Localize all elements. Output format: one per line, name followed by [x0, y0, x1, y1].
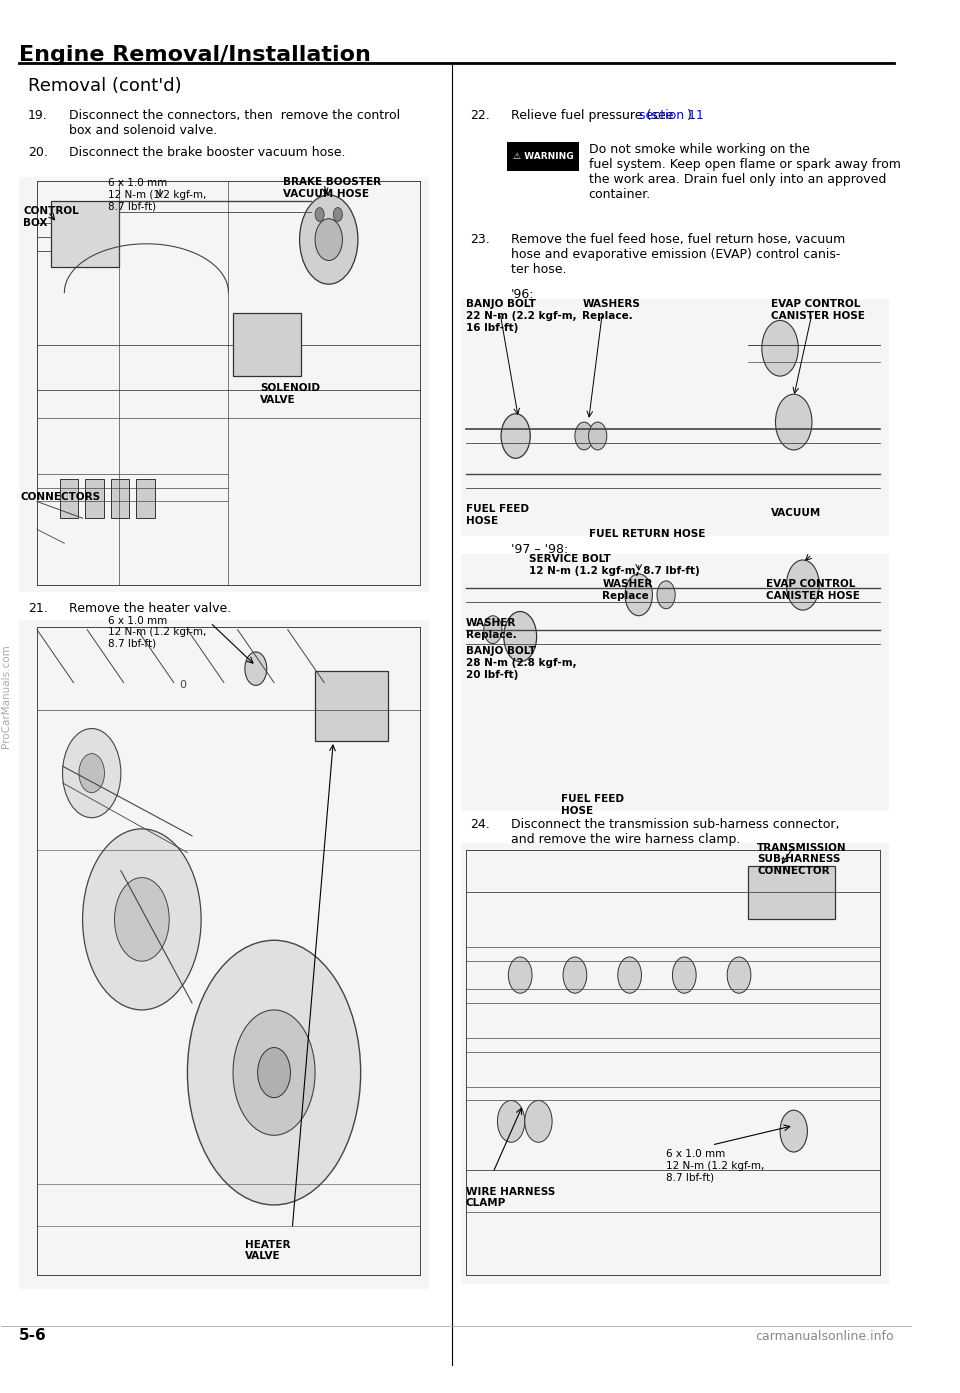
Text: 24.: 24. — [470, 818, 490, 830]
Circle shape — [525, 1100, 552, 1142]
Text: Disconnect the connectors, then  remove the control
box and solenoid valve.: Disconnect the connectors, then remove t… — [69, 109, 400, 137]
Bar — [85, 479, 104, 518]
Text: BRAKE BOOSTER
VACUUM HOSE: BRAKE BOOSTER VACUUM HOSE — [283, 177, 381, 199]
Circle shape — [575, 422, 593, 450]
Text: Do not smoke while working on the
fuel system. Keep open flame or spark away fro: Do not smoke while working on the fuel s… — [588, 143, 900, 202]
Text: 19.: 19. — [28, 109, 48, 121]
Circle shape — [62, 729, 121, 818]
Circle shape — [672, 957, 696, 993]
Text: 23.: 23. — [470, 233, 490, 245]
Text: 21.: 21. — [28, 602, 48, 614]
Text: 0: 0 — [180, 680, 186, 691]
Circle shape — [625, 574, 653, 616]
Text: WIRE HARNESS
CLAMP: WIRE HARNESS CLAMP — [466, 1187, 555, 1209]
Text: 6 x 1.0 mm
12 N-m (1.2 kgf-m,
8.7 lbf-ft): 6 x 1.0 mm 12 N-m (1.2 kgf-m, 8.7 lbf-ft… — [666, 1149, 764, 1183]
Text: '96:: '96: — [511, 288, 535, 301]
Text: EVAP CONTROL
CANISTER HOSE: EVAP CONTROL CANISTER HOSE — [766, 579, 860, 602]
Circle shape — [79, 754, 105, 793]
Circle shape — [727, 957, 751, 993]
Text: 6 x 1.0 mm
12 N-m (1.2 kgf-m,
8.7 lbf-ft): 6 x 1.0 mm 12 N-m (1.2 kgf-m, 8.7 lbf-ft… — [108, 616, 206, 649]
Text: FUEL FEED
HOSE: FUEL FEED HOSE — [466, 504, 529, 527]
Circle shape — [315, 208, 324, 221]
Circle shape — [187, 940, 361, 1205]
Text: SOLENOID
VALVE: SOLENOID VALVE — [260, 383, 321, 405]
Text: TRANSMISSION
SUB-HARNESS
CONNECTOR: TRANSMISSION SUB-HARNESS CONNECTOR — [757, 843, 847, 876]
Circle shape — [484, 616, 502, 644]
Text: Remove the fuel feed hose, fuel return hose, vacuum
hose and evaporative emissio: Remove the fuel feed hose, fuel return h… — [511, 233, 846, 276]
Bar — [461, 554, 890, 811]
Text: FUEL FEED
HOSE: FUEL FEED HOSE — [562, 794, 624, 816]
Circle shape — [780, 1110, 807, 1152]
Text: BANJO BOLT
22 N-m (2.2 kgf-m,
16 lbf-ft): BANJO BOLT 22 N-m (2.2 kgf-m, 16 lbf-ft) — [466, 299, 576, 333]
Text: BANJO BOLT
28 N-m (2.8 kgf-m,
20 lbf-ft): BANJO BOLT 28 N-m (2.8 kgf-m, 20 lbf-ft) — [466, 646, 576, 680]
Text: FUEL RETURN HOSE: FUEL RETURN HOSE — [588, 529, 705, 539]
Circle shape — [564, 957, 587, 993]
Text: Engine Removal/Installation: Engine Removal/Installation — [19, 45, 371, 64]
Text: CONTROL
BOX: CONTROL BOX — [23, 206, 79, 228]
Circle shape — [233, 1010, 315, 1135]
Text: 22.: 22. — [470, 109, 490, 121]
Circle shape — [497, 1100, 525, 1142]
Text: Removal (cont'd): Removal (cont'd) — [28, 77, 181, 95]
Bar — [19, 177, 429, 592]
Circle shape — [588, 422, 607, 450]
Bar — [60, 479, 78, 518]
Text: Remove the heater valve.: Remove the heater valve. — [69, 602, 231, 614]
Circle shape — [501, 414, 530, 458]
Circle shape — [245, 652, 267, 685]
Text: 5-6: 5-6 — [19, 1328, 46, 1343]
Circle shape — [333, 208, 343, 221]
Text: ProCarManuals.com: ProCarManuals.com — [1, 645, 11, 748]
Circle shape — [83, 829, 201, 1010]
Bar — [748, 866, 835, 919]
Text: ).: ). — [686, 109, 695, 121]
Circle shape — [618, 957, 641, 993]
Bar — [315, 671, 388, 741]
Circle shape — [776, 394, 812, 450]
Bar — [461, 843, 890, 1284]
Bar — [233, 313, 301, 376]
Text: HEATER
VALVE: HEATER VALVE — [245, 1240, 290, 1262]
Circle shape — [786, 560, 819, 610]
Text: Relieve fuel pressure (see: Relieve fuel pressure (see — [511, 109, 678, 121]
Text: Disconnect the brake booster vacuum hose.: Disconnect the brake booster vacuum hose… — [69, 146, 346, 159]
Circle shape — [509, 957, 532, 993]
Text: WASHER
Replace.: WASHER Replace. — [466, 618, 516, 641]
Circle shape — [300, 195, 358, 284]
Bar — [136, 479, 155, 518]
Circle shape — [504, 612, 537, 662]
Text: WASHER
Replace: WASHER Replace — [602, 579, 653, 602]
Bar — [507, 142, 580, 171]
Text: '97 – '98:: '97 – '98: — [511, 543, 568, 556]
Text: Disconnect the transmission sub-harness connector,
and remove the wire harness c: Disconnect the transmission sub-harness … — [511, 818, 840, 846]
Bar — [110, 479, 129, 518]
Text: CONNECTORS: CONNECTORS — [20, 492, 101, 501]
Circle shape — [657, 581, 675, 609]
Text: ⚠ WARNING: ⚠ WARNING — [513, 152, 573, 162]
Bar — [461, 299, 890, 536]
Text: SERVICE BOLT
12 N-m (1.2 kgf-m, 8.7 lbf-ft): SERVICE BOLT 12 N-m (1.2 kgf-m, 8.7 lbf-… — [529, 554, 700, 577]
Text: section 11: section 11 — [639, 109, 704, 121]
Circle shape — [762, 320, 799, 376]
Circle shape — [257, 1048, 291, 1098]
Bar — [19, 620, 429, 1289]
Bar — [51, 201, 119, 267]
Circle shape — [315, 219, 343, 260]
Text: VACUUM: VACUUM — [771, 508, 821, 518]
Text: carmanualsonline.info: carmanualsonline.info — [756, 1330, 894, 1343]
Text: 6 x 1.0 mm
12 N-m (1.2 kgf-m,
8.7 lbf-ft): 6 x 1.0 mm 12 N-m (1.2 kgf-m, 8.7 lbf-ft… — [108, 178, 206, 212]
Circle shape — [114, 878, 169, 961]
Text: 20.: 20. — [28, 146, 48, 159]
Text: WASHERS
Replace.: WASHERS Replace. — [582, 299, 640, 322]
Text: EVAP CONTROL
CANISTER HOSE: EVAP CONTROL CANISTER HOSE — [771, 299, 865, 322]
